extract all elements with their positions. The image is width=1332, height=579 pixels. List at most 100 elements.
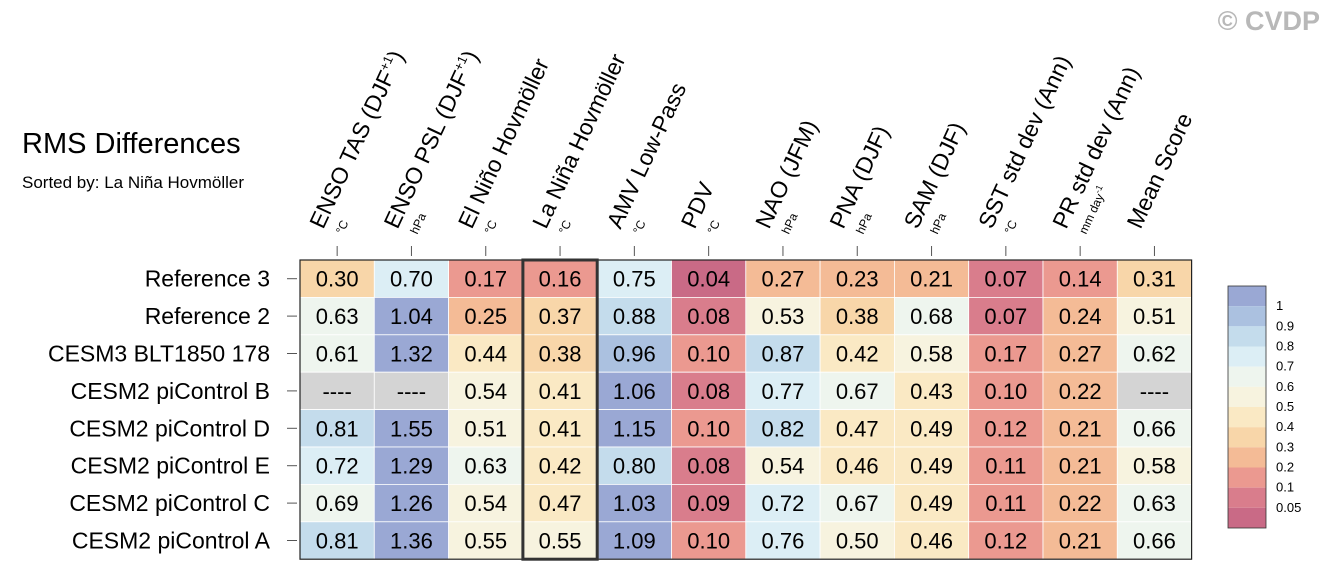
heatmap-cell (1116, 259, 1193, 298)
cell-value-label: 0.09 (687, 491, 730, 516)
colorbar-swatch (1228, 507, 1266, 528)
cell-value-label: 0.68 (910, 304, 953, 329)
cell-value-label: 0.88 (613, 304, 656, 329)
cell-value-label: 0.49 (910, 416, 953, 441)
colorbar-label: 0.9 (1276, 318, 1294, 333)
heatmap-cell (745, 483, 821, 523)
cell-value-label: 0.76 (762, 529, 805, 554)
cell-value-label: 1.03 (613, 491, 656, 516)
cell-value-label: 0.80 (613, 454, 656, 479)
heatmap-cell (1116, 334, 1193, 373)
cell-value-label: 0.96 (613, 342, 656, 367)
heatmap-cell (671, 409, 747, 448)
heatmap-cell (448, 334, 524, 373)
cell-value-label: 0.37 (539, 304, 582, 329)
colorbar-label: 1 (1276, 298, 1283, 313)
cell-value-label: 0.17 (464, 267, 507, 292)
column-label-text: Mean Score (1121, 109, 1197, 232)
cell-value-label: 0.41 (539, 379, 582, 404)
heatmap-cell (819, 446, 895, 485)
colorbar-label: 0.7 (1276, 359, 1294, 374)
heatmap-cell (671, 371, 747, 411)
cell-value-label: 0.69 (316, 491, 359, 516)
cell-value-label: 0.87 (762, 342, 805, 367)
cell-value-label: 0.27 (762, 267, 805, 292)
cell-value-label: 0.42 (539, 454, 582, 479)
heatmap-cell (299, 446, 375, 485)
column-unit-text: hPa (407, 211, 429, 237)
cell-value-label: 0.12 (984, 529, 1027, 554)
cell-value-label: 0.82 (762, 416, 805, 441)
column-unit: °C (1002, 218, 1021, 236)
column-unit: hPa (779, 211, 801, 237)
heatmap-cell (894, 483, 970, 523)
colorbar-swatch (1228, 487, 1266, 508)
cell-value-label: 0.47 (836, 416, 879, 441)
colorbar-swatch (1228, 346, 1266, 367)
cell-value-label: 0.38 (539, 342, 582, 367)
heatmap-cell (1042, 296, 1118, 336)
heatmap-cell (522, 521, 598, 560)
heatmap-cell (596, 521, 672, 560)
colorbar-swatch (1228, 467, 1266, 488)
colorbar-swatch (1228, 427, 1266, 448)
heatmap-cell (1116, 371, 1193, 411)
column-unit: hPa (927, 211, 949, 237)
cell-value-label: 0.04 (687, 267, 730, 292)
row-label: CESM2 piControl B (71, 378, 270, 404)
heatmap-cell (1116, 296, 1193, 336)
cell-value-label: 0.63 (464, 454, 507, 479)
cell-value-label: 1.36 (390, 529, 433, 554)
cell-value-label: 0.21 (1059, 416, 1102, 441)
column-unit: hPa (407, 211, 429, 237)
cell-value-label: 0.21 (1059, 454, 1102, 479)
colorbar-label: 0.4 (1276, 419, 1294, 434)
heatmap-cell (299, 334, 375, 373)
heatmap-cell (819, 259, 895, 298)
heatmap-cell (373, 296, 449, 336)
heatmap-cell (448, 371, 524, 411)
heatmap-cell (1042, 521, 1118, 560)
chart-title: RMS Differences (22, 128, 241, 160)
column-label-superscript: +1 (450, 53, 470, 73)
colorbar-swatch (1228, 306, 1266, 327)
cell-value-label: 0.10 (984, 379, 1027, 404)
heatmap-cell (373, 409, 449, 448)
cell-value-label: 0.10 (687, 416, 730, 441)
cell-value-label: 1.32 (390, 342, 433, 367)
heatmap-cell (1042, 409, 1118, 448)
cell-value-label: 0.70 (390, 267, 433, 292)
heatmap-cell (819, 521, 895, 560)
row-labels: Reference 3 Reference 2 CESM3 BLT1850 178 C… (48, 266, 297, 554)
cell-value-label: 0.53 (762, 304, 805, 329)
cell-value-label: 1.55 (390, 416, 433, 441)
colorbar-frame (1227, 285, 1267, 529)
heatmap-cell (448, 296, 524, 336)
cell-value-label: 1.04 (390, 304, 433, 329)
cell-value-label: 0.46 (910, 529, 953, 554)
cell-value-label: 0.67 (836, 379, 879, 404)
heatmap-cell (671, 483, 747, 523)
heatmap-cell (299, 371, 375, 411)
cell-value-label: 0.11 (985, 454, 1026, 479)
cell-value-label: 0.14 (1059, 267, 1102, 292)
cell-value-label: 1.06 (613, 379, 656, 404)
cell-value-label: 0.58 (1133, 454, 1176, 479)
cell-value-label: 1.29 (390, 454, 433, 479)
column-unit-text: hPa (853, 211, 875, 237)
row-label: CESM2 piControl A (72, 528, 271, 554)
row-label: Reference 3 (145, 266, 270, 292)
colorbar-label: 0.2 (1276, 460, 1294, 475)
cell-value-label: 0.47 (539, 491, 582, 516)
column-label: Mean Score (1121, 109, 1197, 232)
column-header: Mean Score (1121, 109, 1197, 232)
cell-value-label: 0.08 (687, 304, 730, 329)
cell-value-label: 0.11 (985, 491, 1026, 516)
cell-value-label: 0.51 (1133, 304, 1176, 329)
cell-value-label: 0.21 (1059, 529, 1102, 554)
heatmap-cell (968, 446, 1044, 485)
heatmap-cell (819, 334, 895, 373)
cell-value-label: 0.55 (539, 529, 582, 554)
cell-value-label: 0.10 (687, 342, 730, 367)
